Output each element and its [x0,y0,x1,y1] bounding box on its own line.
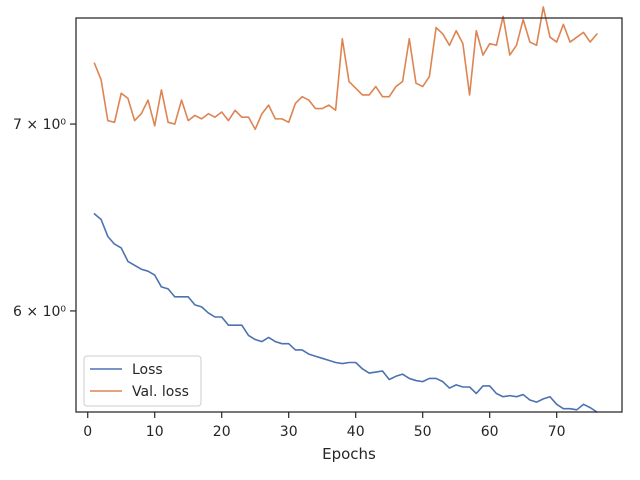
series-line-loss [93,213,598,413]
legend-label-loss: Loss [132,362,163,378]
y-tick-label: 6 × 10⁰ [13,304,66,320]
legend-label-val-loss: Val. loss [132,384,189,400]
y-axis: 6 × 10⁰ 7 × 10⁰ [13,117,76,320]
series-line-val-loss [93,6,598,131]
x-tick-label: 30 [280,424,298,440]
x-tick-label: 40 [347,424,365,440]
x-tick-label: 70 [548,424,566,440]
x-tick-label: 20 [213,424,231,440]
legend: Loss Val. loss [83,355,202,407]
x-tick-label: 50 [414,424,432,440]
series-layer [93,6,598,413]
x-tick-label: 60 [481,424,499,440]
y-tick-label: 7 × 10⁰ [13,117,66,133]
x-axis: 0 10 20 30 40 50 60 70 [83,412,566,440]
x-tick-label: 10 [146,424,164,440]
x-tick-label: 0 [83,424,92,440]
plot-frame [75,17,623,413]
x-axis-label: Epochs [322,445,376,463]
